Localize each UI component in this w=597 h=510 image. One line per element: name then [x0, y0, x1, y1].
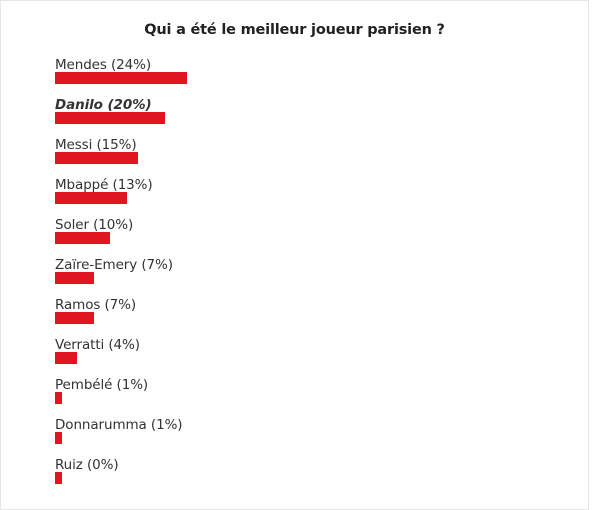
poll-option-label: Verratti (4%) — [55, 337, 140, 353]
poll-option-label: Mbappé (13%) — [55, 177, 153, 193]
poll-result-bar — [55, 72, 187, 84]
poll-result-bar — [55, 112, 165, 124]
poll-title: Qui a été le meilleur joueur parisien ? — [144, 22, 445, 38]
poll-result-bar — [55, 232, 110, 244]
poll-option-label: Zaïre-Emery (7%) — [55, 257, 173, 273]
poll-option-zaire-emery[interactable]: Zaïre-Emery (7%) — [55, 257, 535, 297]
poll-option-verratti[interactable]: Verratti (4%) — [55, 337, 535, 377]
poll-result-bar — [55, 352, 77, 364]
poll-option-danilo[interactable]: Danilo (20%) — [55, 97, 535, 137]
poll-option-ruiz[interactable]: Ruiz (0%) — [55, 457, 535, 497]
poll-option-label: Mendes (24%) — [55, 57, 152, 73]
poll-result-bar — [55, 272, 94, 284]
poll-option-label: Soler (10%) — [55, 217, 134, 233]
poll-result-bar — [55, 192, 127, 204]
poll-result-bar — [55, 312, 94, 324]
poll-result-bar — [55, 472, 62, 484]
poll-result-bar — [55, 392, 62, 404]
poll-option-ramos[interactable]: Ramos (7%) — [55, 297, 535, 337]
poll-option-pembele[interactable]: Pembélé (1%) — [55, 377, 535, 417]
poll-option-label: Ramos (7%) — [55, 297, 137, 313]
poll-result-bar — [55, 432, 62, 444]
poll-option-label: Pembélé (1%) — [55, 377, 149, 393]
poll-option-donnarumma[interactable]: Donnarumma (1%) — [55, 417, 535, 457]
poll-option-label: Messi (15%) — [55, 137, 137, 153]
poll-option-messi[interactable]: Messi (15%) — [55, 137, 535, 177]
poll-result-bar — [55, 152, 138, 164]
poll-option-label: Danilo (20%) — [55, 97, 152, 113]
poll-option-label: Donnarumma (1%) — [55, 417, 183, 433]
poll-option-mendes[interactable]: Mendes (24%) — [55, 57, 535, 97]
poll-option-mbappe[interactable]: Mbappé (13%) — [55, 177, 535, 217]
poll-option-label: Ruiz (0%) — [55, 457, 119, 473]
poll-option-soler[interactable]: Soler (10%) — [55, 217, 535, 257]
